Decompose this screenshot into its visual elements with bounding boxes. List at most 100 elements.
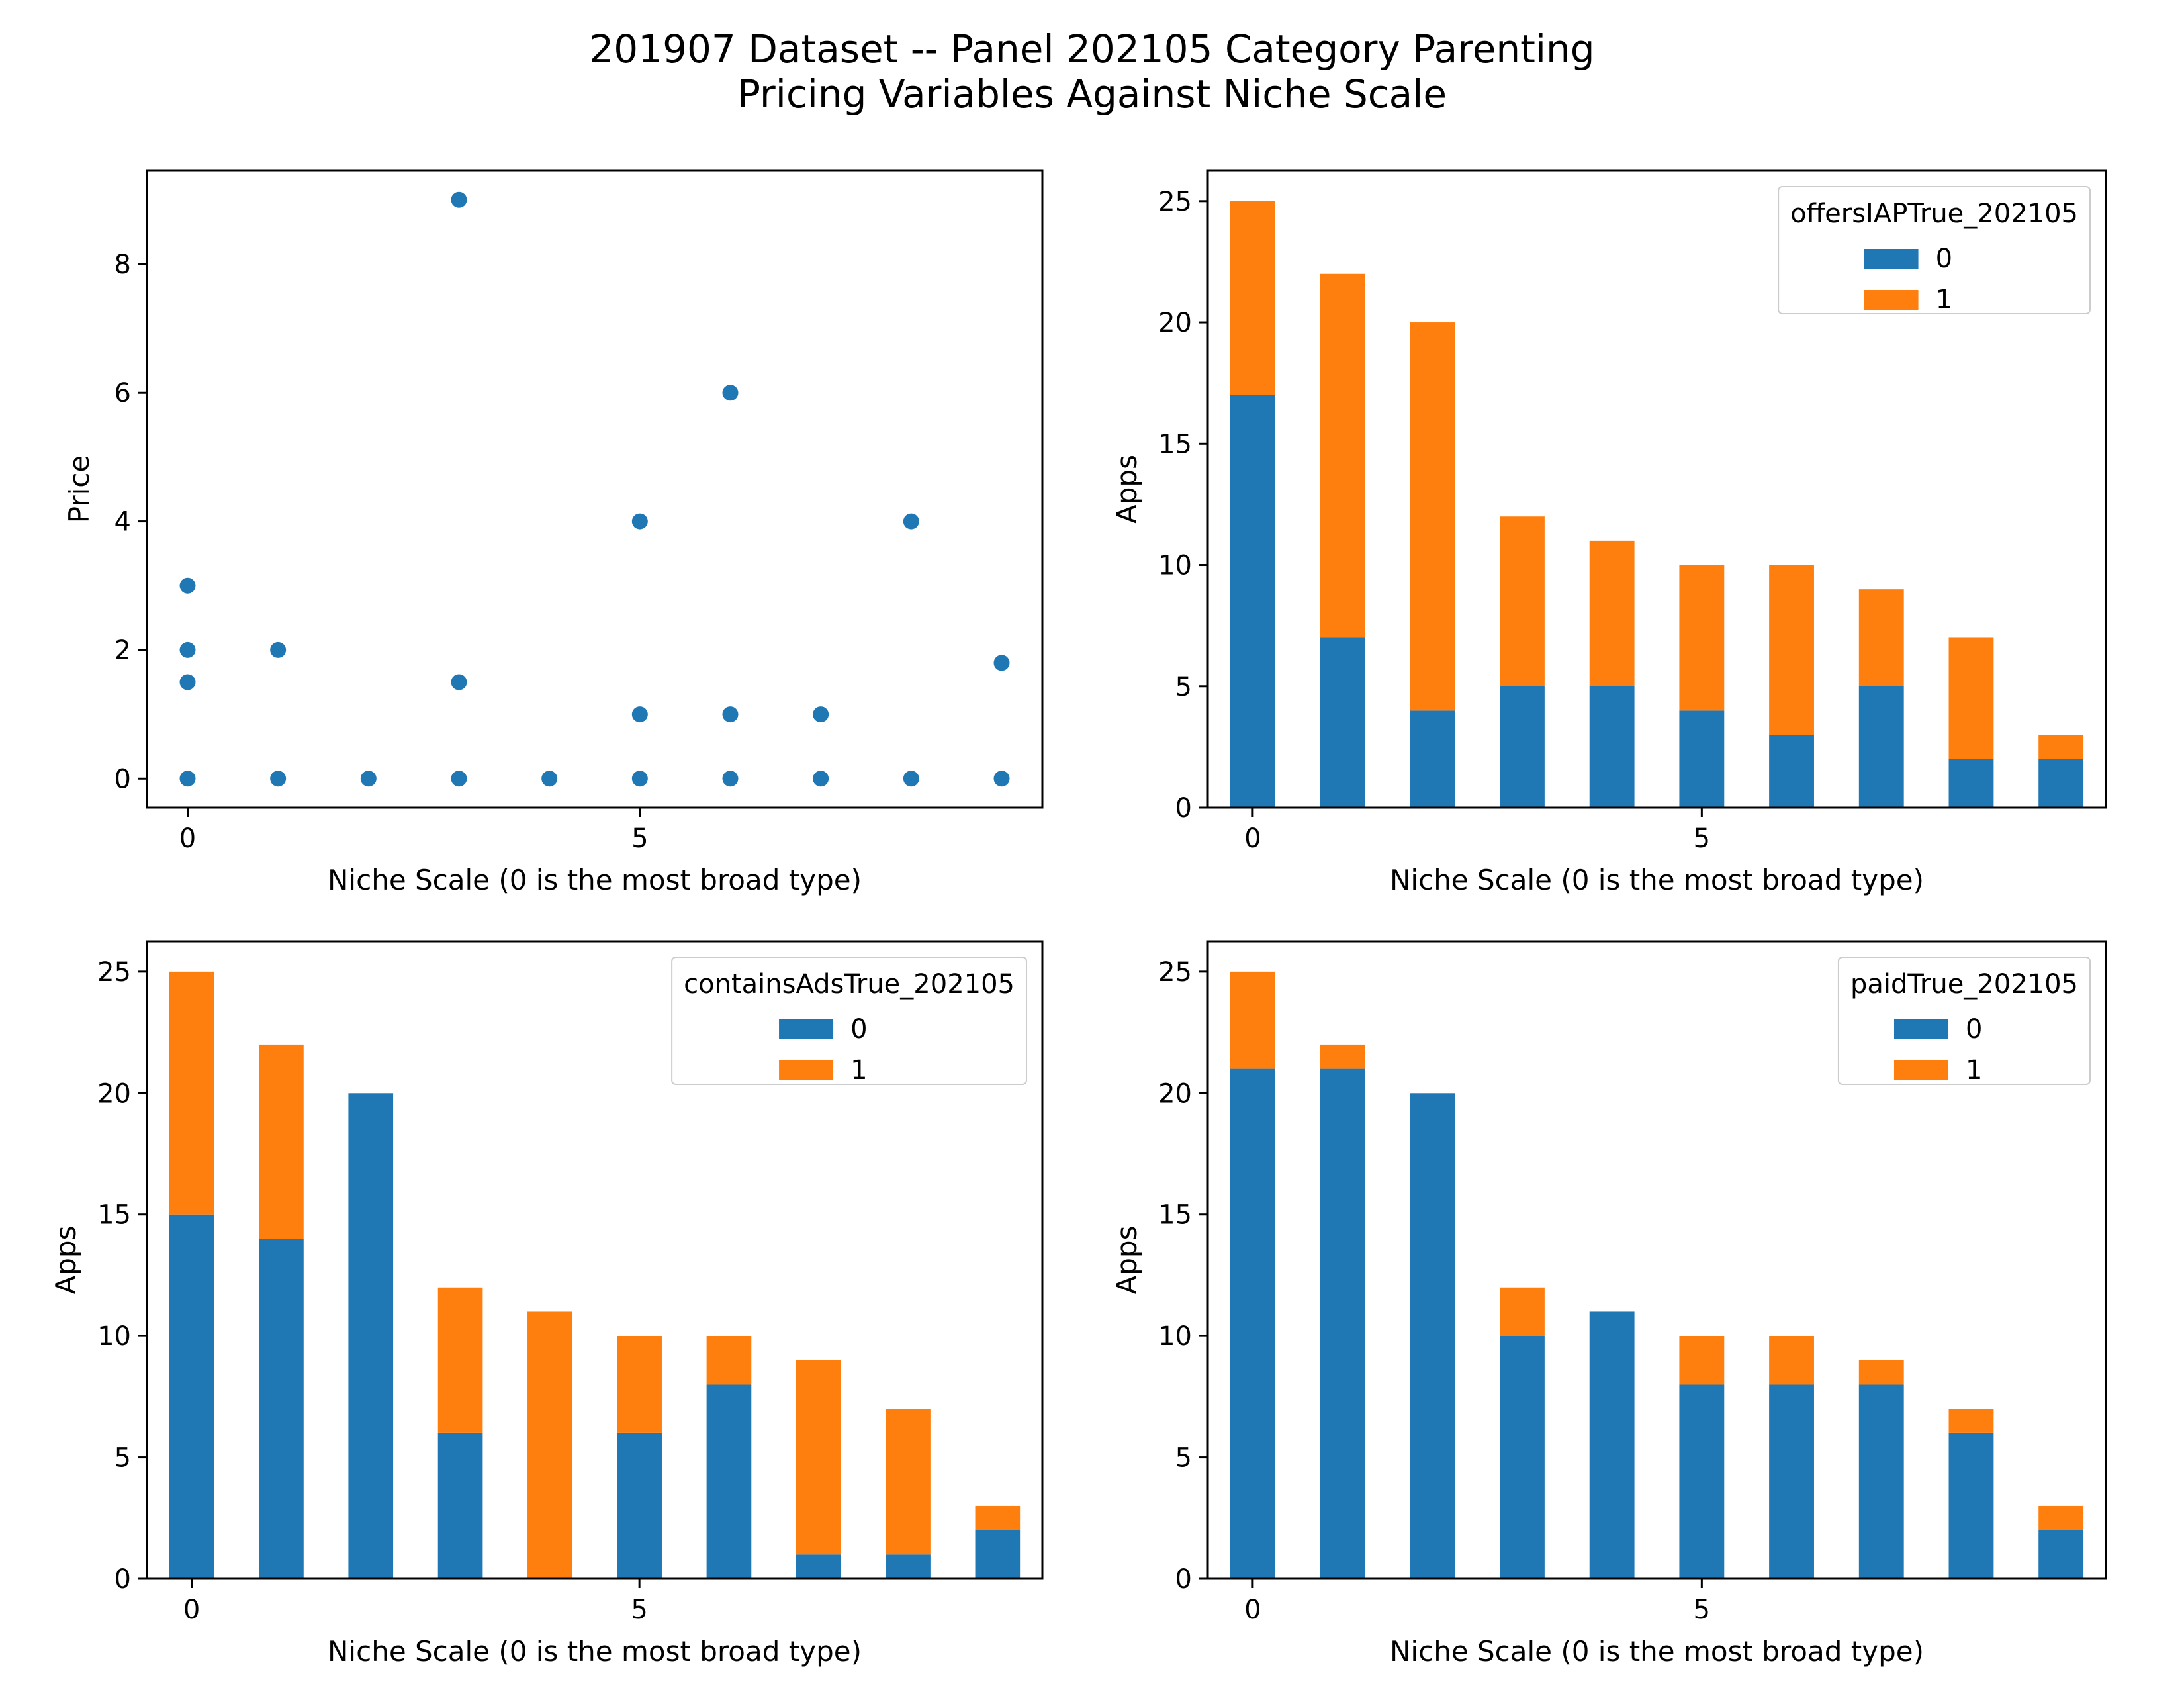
bar-series0-3 [1500, 686, 1545, 808]
bar-series0-6 [1769, 735, 1814, 808]
scatter-point-18 [813, 771, 829, 787]
y-tick-label: 5 [114, 1443, 131, 1474]
y-tick-label: 0 [1175, 1564, 1192, 1595]
bar-series1-1 [259, 1044, 304, 1239]
legend-swatch-series0 [779, 1019, 834, 1039]
scatter-point-16 [722, 771, 739, 787]
bar-series1-9 [975, 1505, 1021, 1530]
x-axis-label: Niche Scale (0 is the most broad type) [1390, 864, 1924, 896]
y-tick-label: 2 [114, 635, 131, 666]
legend-box [1778, 186, 2091, 314]
legend-swatch-series1 [1864, 290, 1919, 310]
bar-series0-2 [1410, 1093, 1455, 1579]
x-tick-label: 5 [631, 1595, 647, 1625]
panels: 0 5 0 2 4 6 8 Niche Scale (0 is the most broad … [50, 169, 2107, 1667]
bar-series0-1 [1320, 1068, 1365, 1579]
legend-label-series1: 1 [850, 1055, 867, 1086]
legend-label-series1: 1 [1936, 285, 1952, 315]
bar-series1-8 [886, 1409, 931, 1555]
legend-swatch-series1 [779, 1060, 834, 1080]
y-tick-label: 25 [1158, 957, 1192, 988]
axes-frame [146, 169, 1044, 809]
bar-series1-6 [1769, 565, 1814, 735]
bar-series0-9 [2038, 759, 2084, 808]
bar-series0-6 [1769, 1384, 1814, 1579]
bar-series1-6 [1769, 1336, 1814, 1385]
scatter-point-0 [179, 577, 196, 594]
scatter-point-5 [270, 771, 287, 787]
y-tick-label: 15 [97, 1200, 131, 1231]
legend-box [671, 957, 1027, 1085]
scatter-point-10 [541, 771, 558, 787]
legend-label-series0: 0 [850, 1014, 867, 1045]
x-tick-label: 5 [631, 823, 648, 854]
y-axis-label: Price [63, 455, 95, 523]
bar-series1-0 [1230, 971, 1275, 1069]
bar-series1-5 [617, 1336, 662, 1433]
x-tick-label: 5 [1694, 1595, 1710, 1625]
x-tick-label: 0 [1244, 1595, 1261, 1625]
legend-swatch-series0 [1864, 249, 1919, 269]
bar-series1-4 [527, 1311, 572, 1579]
x-tick-label: 0 [179, 823, 196, 854]
bar-series0-5 [617, 1432, 662, 1579]
bar-series0-3 [437, 1432, 483, 1579]
y-tick-label: 0 [114, 764, 131, 794]
bar-series0-1 [259, 1239, 304, 1579]
legend-label-series0: 0 [1936, 244, 1952, 274]
y-tick-label: 4 [114, 507, 131, 538]
y-tick-label: 10 [97, 1321, 131, 1352]
bar-series1-4 [1589, 540, 1635, 686]
scatter-point-11 [631, 513, 648, 530]
bar-series0-0 [1230, 1068, 1275, 1579]
bar-series1-8 [1948, 1409, 1994, 1433]
bar-series1-6 [706, 1336, 752, 1385]
scatter-point-7 [451, 191, 467, 208]
bar-series0-9 [975, 1530, 1021, 1579]
y-tick-label: 5 [1175, 672, 1192, 702]
y-axis-label: Apps [50, 1226, 82, 1295]
bar-series0-8 [1948, 1432, 1994, 1579]
bar-series1-9 [2038, 735, 2084, 759]
legend-label-series1: 1 [1966, 1055, 1982, 1086]
bar-series1-0 [169, 971, 214, 1215]
axes-frame [1206, 169, 2107, 809]
scatter-point-15 [722, 706, 739, 723]
y-axis-label: Apps [1111, 455, 1143, 524]
figure-title-line2: Pricing Variables Against Niche Scale [737, 71, 1447, 117]
bar-series0-4 [1589, 686, 1635, 808]
bar-series1-1 [1320, 1044, 1365, 1069]
x-axis-label: Niche Scale (0 is the most broad type) [1390, 1635, 1924, 1667]
bar-series0-8 [1948, 759, 1994, 808]
scatter-point-1 [179, 641, 196, 658]
x-axis-label: Niche Scale (0 is the most broad type) [328, 864, 862, 896]
bar-series0-6 [706, 1384, 752, 1579]
bar-series0-7 [1858, 686, 1904, 808]
bar-series1-3 [1500, 516, 1545, 686]
scatter-point-9 [451, 771, 467, 787]
bar-series1-3 [1500, 1287, 1545, 1336]
bar-series1-7 [1858, 589, 1904, 686]
y-tick-label: 0 [1175, 793, 1192, 823]
bar-series0-5 [1679, 1384, 1725, 1579]
scatter-point-13 [631, 771, 648, 787]
bar-series0-7 [1858, 1384, 1904, 1579]
bar-series1-9 [2038, 1505, 2084, 1530]
bar-series1-2 [1410, 322, 1455, 711]
bar-series0-0 [1230, 395, 1275, 808]
scatter-point-2 [179, 674, 196, 690]
y-tick-label: 20 [1158, 1078, 1192, 1109]
bar-series1-7 [1858, 1360, 1904, 1385]
scatter-point-17 [813, 706, 829, 723]
legend-box [1837, 957, 2091, 1085]
bar-series1-7 [796, 1360, 841, 1555]
y-axis-label: Apps [1111, 1226, 1143, 1295]
legend-swatch-series1 [1893, 1060, 1948, 1080]
scatter-point-8 [451, 674, 467, 690]
scatter-point-22 [993, 771, 1010, 787]
x-tick-label: 5 [1694, 823, 1710, 854]
bar-series1-5 [1679, 1336, 1725, 1385]
